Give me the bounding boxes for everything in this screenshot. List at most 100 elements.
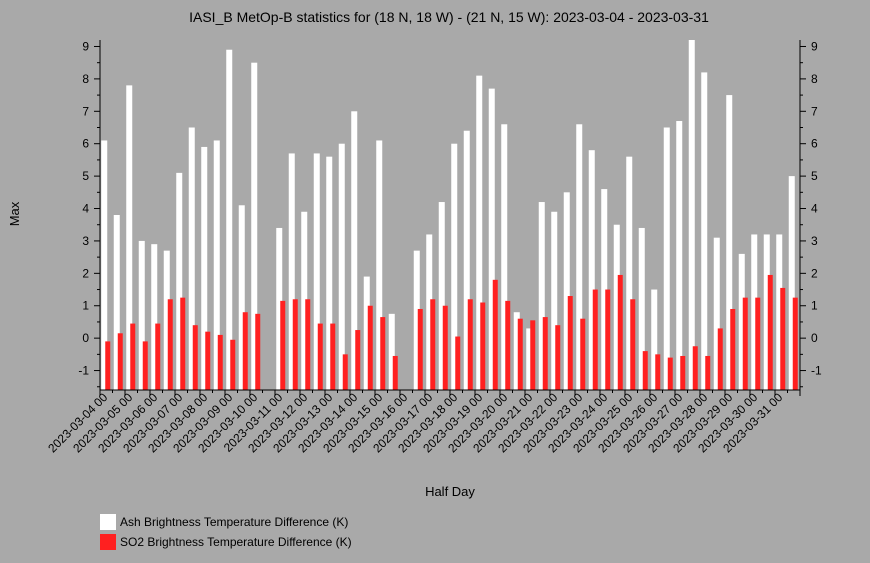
ash-bar <box>751 234 758 390</box>
ash-bar <box>363 276 370 390</box>
so2-bar <box>167 299 173 390</box>
legend-label-so2: SO2 Brightness Temperature Difference (K… <box>120 535 352 549</box>
legend: Ash Brightness Temperature Difference (K… <box>100 512 352 552</box>
so2-bar <box>255 313 261 390</box>
y-tick-label: 0 <box>82 331 89 345</box>
ash-bar <box>513 312 520 390</box>
ash-bar <box>113 215 120 390</box>
so2-bar <box>605 289 611 390</box>
ash-bar <box>388 313 395 390</box>
y-tick-label-right: -1 <box>811 364 822 378</box>
so2-bar <box>442 305 448 390</box>
so2-bar <box>242 312 248 390</box>
y-tick-label-right: 0 <box>811 331 818 345</box>
so2-bar <box>580 318 586 390</box>
so2-bar <box>342 354 348 390</box>
ash-bar <box>538 202 545 390</box>
legend-swatch-so2 <box>100 534 116 550</box>
ash-bar <box>526 328 533 390</box>
y-tick-label: 2 <box>82 266 89 280</box>
ash-bar <box>288 153 295 390</box>
x-axis-label: Half Day <box>425 484 475 499</box>
ash-bar <box>788 176 795 390</box>
so2-bar <box>630 299 636 390</box>
ash-bar <box>176 172 183 390</box>
y-tick-label-right: 9 <box>811 39 818 53</box>
so2-bar <box>155 323 161 390</box>
ash-bar <box>588 150 595 390</box>
so2-bar <box>117 333 123 390</box>
so2-bar <box>105 341 111 390</box>
legend-item-ash: Ash Brightness Temperature Difference (K… <box>100 512 352 532</box>
ash-bar <box>701 72 708 390</box>
so2-bar <box>505 300 511 390</box>
ash-bar <box>238 205 245 390</box>
legend-label-ash: Ash Brightness Temperature Difference (K… <box>120 515 349 529</box>
so2-bar <box>667 357 673 390</box>
legend-swatch-ash <box>100 514 116 530</box>
so2-bar <box>542 317 548 390</box>
y-tick-label: 4 <box>82 202 89 216</box>
y-tick-label: 3 <box>82 234 89 248</box>
so2-bar <box>467 299 473 390</box>
y-tick-label: -1 <box>78 364 89 378</box>
ash-bar <box>576 124 583 390</box>
y-tick-label: 5 <box>82 169 89 183</box>
ash-bar <box>451 143 458 390</box>
ash-bar <box>663 127 670 390</box>
ash-bar <box>651 289 658 390</box>
y-tick-label: 8 <box>82 72 89 86</box>
ash-bar <box>563 192 570 390</box>
y-tick-label-right: 6 <box>811 137 818 151</box>
so2-bar <box>192 325 198 390</box>
so2-bar <box>355 330 361 390</box>
so2-bar <box>205 331 211 390</box>
ash-bar <box>326 156 333 390</box>
ash-bar <box>488 88 495 390</box>
ash-bar <box>301 211 308 390</box>
so2-bar <box>517 318 523 390</box>
y-tick-label: 9 <box>82 39 89 53</box>
so2-bar <box>592 289 598 390</box>
ash-bar <box>213 140 220 390</box>
so2-bar <box>792 297 798 390</box>
so2-bar <box>567 296 573 390</box>
y-tick-label-right: 4 <box>811 202 818 216</box>
ash-bar <box>776 234 783 390</box>
y-tick-label-right: 3 <box>811 234 818 248</box>
ash-bar <box>426 234 433 390</box>
so2-bar <box>730 308 736 390</box>
ash-bar <box>338 143 345 390</box>
ash-bar <box>463 130 470 391</box>
so2-bar <box>292 299 298 390</box>
ash-bar <box>713 237 720 390</box>
so2-bar <box>317 323 323 390</box>
ash-bar <box>251 62 258 391</box>
y-tick-label-right: 8 <box>811 72 818 86</box>
so2-bar <box>230 339 236 390</box>
ash-bar <box>551 211 558 390</box>
ash-bar <box>276 227 283 390</box>
ash-bar <box>726 95 733 390</box>
ash-bar <box>313 153 320 390</box>
ash-bar <box>501 124 508 390</box>
ash-bar <box>626 156 633 390</box>
y-tick-label-right: 1 <box>811 299 818 313</box>
so2-bar <box>655 354 661 390</box>
so2-bar <box>780 287 786 390</box>
ash-bar <box>138 240 145 390</box>
so2-bar <box>742 297 748 390</box>
so2-bar <box>617 274 623 390</box>
ash-bar <box>163 250 170 390</box>
y-tick-label: 6 <box>82 137 89 151</box>
so2-bar <box>705 355 711 390</box>
so2-bar <box>455 336 461 390</box>
so2-bar <box>480 302 486 390</box>
so2-bar <box>492 279 498 390</box>
so2-bar <box>717 328 723 390</box>
ash-bar <box>613 224 620 390</box>
so2-bar <box>755 297 761 390</box>
ash-bar <box>763 234 770 390</box>
so2-bar <box>280 300 286 390</box>
